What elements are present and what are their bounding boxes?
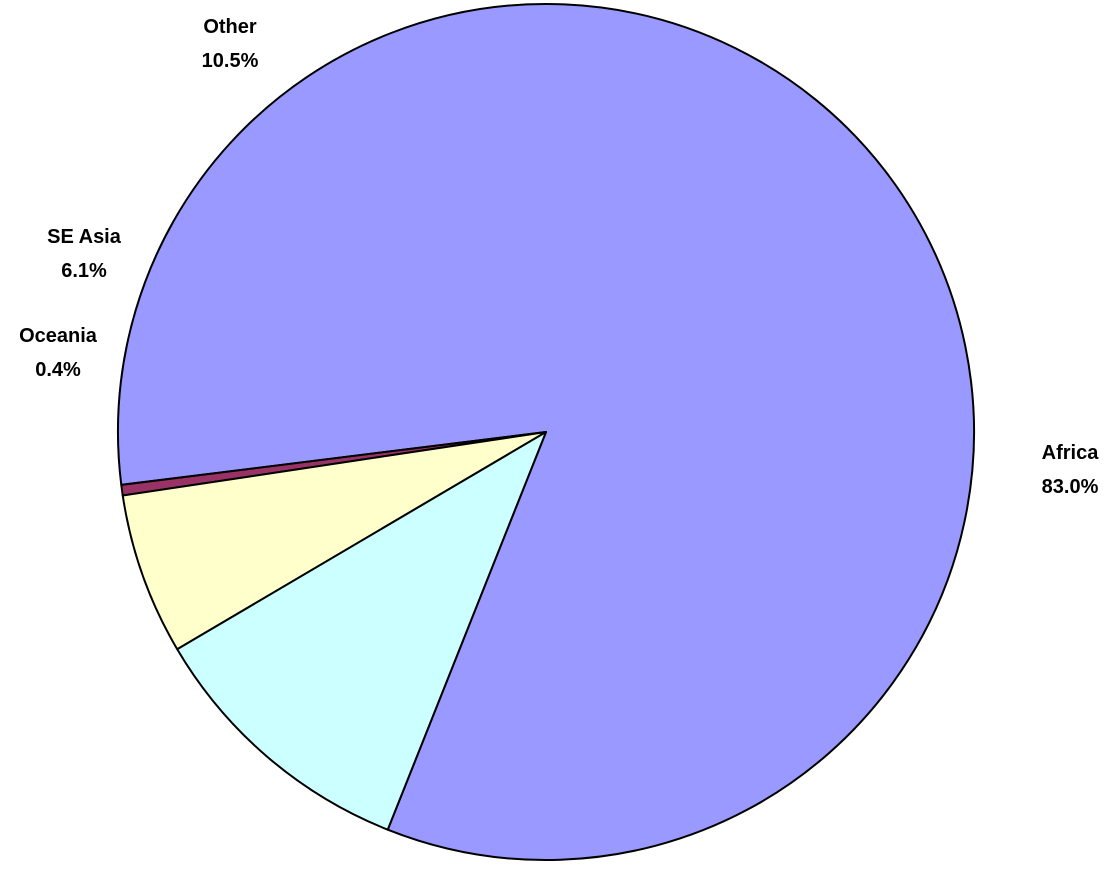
pie-slice-other bbox=[176, 431, 547, 831]
slice-percent: 10.5% bbox=[202, 50, 259, 72]
slice-name: Africa bbox=[1042, 442, 1100, 464]
slice-percent: 83.0% bbox=[1042, 476, 1099, 498]
slice-name: SE Asia bbox=[47, 226, 122, 248]
slice-percent: 6.1% bbox=[61, 260, 107, 282]
slice-name: Other bbox=[203, 16, 257, 38]
slice-name: Oceania bbox=[19, 325, 98, 347]
labels-layer: Africa 83.0% Oceania 0.4% SE Asia 6.1% Other 10… bbox=[19, 16, 1099, 498]
slice-label-se-asia: SE Asia 6.1% bbox=[47, 226, 122, 282]
slice-percent: 0.4% bbox=[35, 359, 81, 381]
pie-slice-se-asia bbox=[121, 431, 547, 651]
slice-label-africa: Africa 83.0% bbox=[1042, 442, 1100, 498]
slice-label-oceania: Oceania 0.4% bbox=[19, 325, 98, 381]
slices-layer bbox=[117, 3, 975, 861]
slice-label-other: Other 10.5% bbox=[202, 16, 259, 72]
